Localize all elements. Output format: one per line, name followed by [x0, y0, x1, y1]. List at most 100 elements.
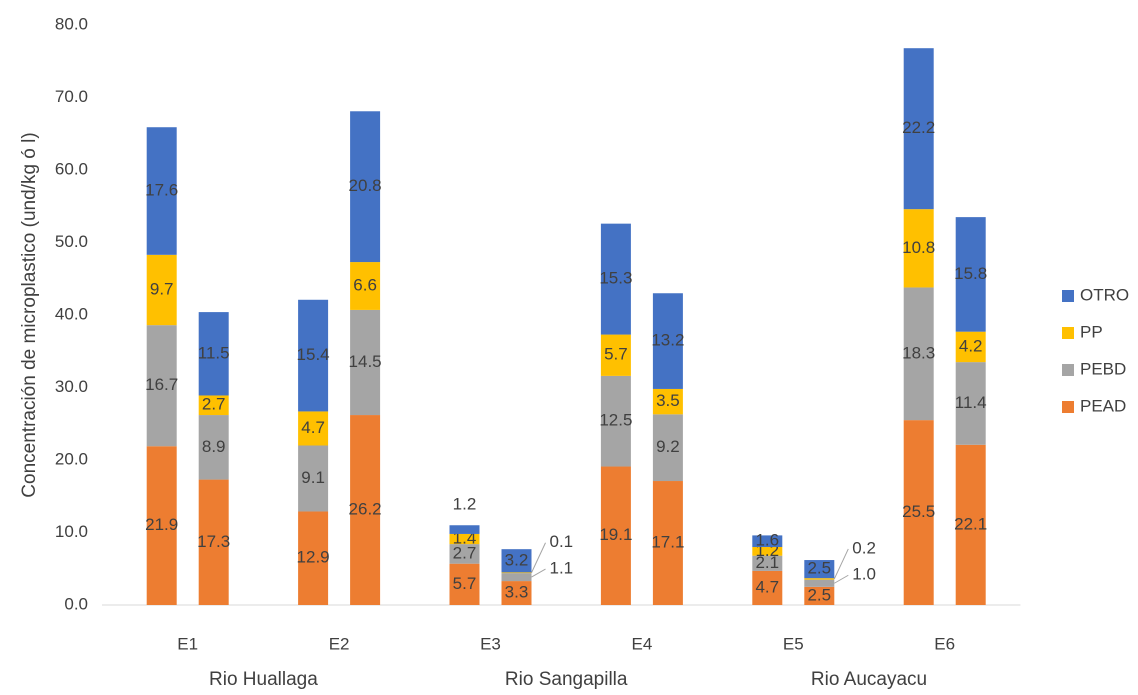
- leader-line: [834, 574, 849, 584]
- data-label: 17.1: [651, 532, 684, 551]
- bar-segment: [903, 420, 934, 605]
- data-label: 3.5: [656, 391, 680, 410]
- data-label: 22.2: [902, 118, 935, 137]
- bar-segment: [449, 563, 480, 605]
- bar-segment: [146, 254, 177, 326]
- data-label: 3.3: [505, 583, 529, 602]
- leader-line: [833, 548, 849, 580]
- group-label: Rio Huallaga: [209, 669, 318, 690]
- data-label: 17.6: [145, 181, 178, 200]
- data-label: 9.2: [656, 437, 680, 456]
- legend-swatch: [1062, 327, 1074, 339]
- bar-segment: [449, 525, 480, 534]
- legend-label: OTRO: [1080, 285, 1129, 304]
- data-label: 8.9: [202, 437, 226, 456]
- data-label: 25.5: [902, 502, 935, 521]
- data-label: 2.5: [807, 585, 831, 604]
- data-label: 18.3: [902, 343, 935, 362]
- y-tick-label: 20.0: [55, 449, 88, 468]
- data-label: 4.2: [959, 336, 983, 355]
- bar-segment: [903, 287, 934, 421]
- y-tick-label: 60.0: [55, 159, 88, 178]
- bar-segment: [298, 411, 329, 446]
- bar-segment: [752, 535, 783, 547]
- group-label: Rio Aucayacu: [811, 669, 927, 690]
- data-label: 1.6: [755, 531, 779, 550]
- bar-segment: [298, 445, 329, 512]
- legend-label: PP: [1080, 322, 1103, 341]
- bar-segment: [752, 555, 783, 571]
- bar-segment: [752, 547, 783, 556]
- bar-segment: [198, 479, 229, 605]
- data-label: 14.5: [349, 352, 382, 371]
- data-label: 12.5: [599, 411, 632, 430]
- bar-segment: [146, 446, 177, 605]
- legend-swatch: [1062, 290, 1074, 302]
- legend-swatch: [1062, 401, 1074, 413]
- x-tick-label: E6: [934, 634, 955, 653]
- data-label: 17.3: [197, 532, 230, 551]
- bar-segment: [146, 127, 177, 255]
- bar-segment: [449, 533, 480, 545]
- leader-line: [531, 568, 546, 578]
- bar-segment: [600, 334, 631, 376]
- bar-segment: [652, 388, 683, 415]
- y-tick-label: 10.0: [55, 522, 88, 541]
- data-label: 22.1: [954, 514, 987, 533]
- data-label: 13.2: [651, 331, 684, 350]
- data-label: 0.2: [852, 538, 876, 557]
- data-label: 2.7: [202, 395, 226, 414]
- bar-segment: [198, 395, 229, 416]
- bar-segment: [600, 223, 631, 335]
- x-tick-label: E1: [177, 634, 198, 653]
- bar-segment: [955, 362, 986, 445]
- bar-segment: [652, 414, 683, 482]
- data-label: 11.4: [955, 393, 987, 412]
- bar-segment: [501, 581, 532, 605]
- bar-segment: [955, 331, 986, 363]
- y-tick-label: 80.0: [55, 14, 88, 33]
- bar-segment: [804, 560, 835, 579]
- bar-segment: [955, 444, 986, 605]
- bar-segment: [449, 544, 480, 564]
- data-label: 15.3: [599, 269, 632, 288]
- y-tick-label: 40.0: [55, 304, 88, 323]
- bar-segment: [652, 481, 683, 605]
- legend-swatch: [1062, 364, 1074, 376]
- bar-segment: [903, 209, 934, 288]
- data-label: 20.8: [349, 176, 382, 195]
- bar-segment: [804, 586, 835, 605]
- legend-label: PEAD: [1080, 396, 1126, 415]
- data-label: 4.7: [301, 418, 325, 437]
- data-label: 1.2: [453, 495, 477, 514]
- bar-segment: [955, 217, 986, 332]
- bar-segment: [804, 578, 835, 580]
- data-label: 4.7: [755, 577, 779, 596]
- data-label: 6.6: [353, 275, 377, 294]
- data-label: 21.9: [145, 515, 178, 534]
- data-label: 2.5: [807, 559, 831, 578]
- bar-segment: [198, 415, 229, 480]
- data-label: 15.8: [954, 264, 987, 283]
- data-label: 15.4: [297, 345, 330, 364]
- bar-segment: [903, 48, 934, 210]
- bar-segment: [350, 415, 381, 605]
- y-tick-label: 30.0: [55, 377, 88, 396]
- data-label: 9.1: [301, 468, 325, 487]
- y-axis-title: Concentración de microplastico (und/kg ó…: [19, 132, 40, 497]
- y-tick-label: 70.0: [55, 87, 88, 106]
- bar-segment: [600, 466, 631, 605]
- data-label: 26.2: [349, 500, 382, 519]
- bar-segment: [146, 325, 177, 447]
- y-tick-label: 50.0: [55, 232, 88, 251]
- x-tick-label: E2: [329, 634, 350, 653]
- y-tick-label: 0.0: [64, 594, 88, 613]
- data-label: 12.9: [297, 548, 330, 567]
- x-tick-label: E5: [783, 634, 804, 653]
- bar-segment: [501, 549, 532, 573]
- bar-segment: [298, 299, 329, 412]
- data-label: 10.8: [902, 238, 935, 257]
- data-label: 5.7: [453, 574, 477, 593]
- bar-segment: [298, 511, 329, 605]
